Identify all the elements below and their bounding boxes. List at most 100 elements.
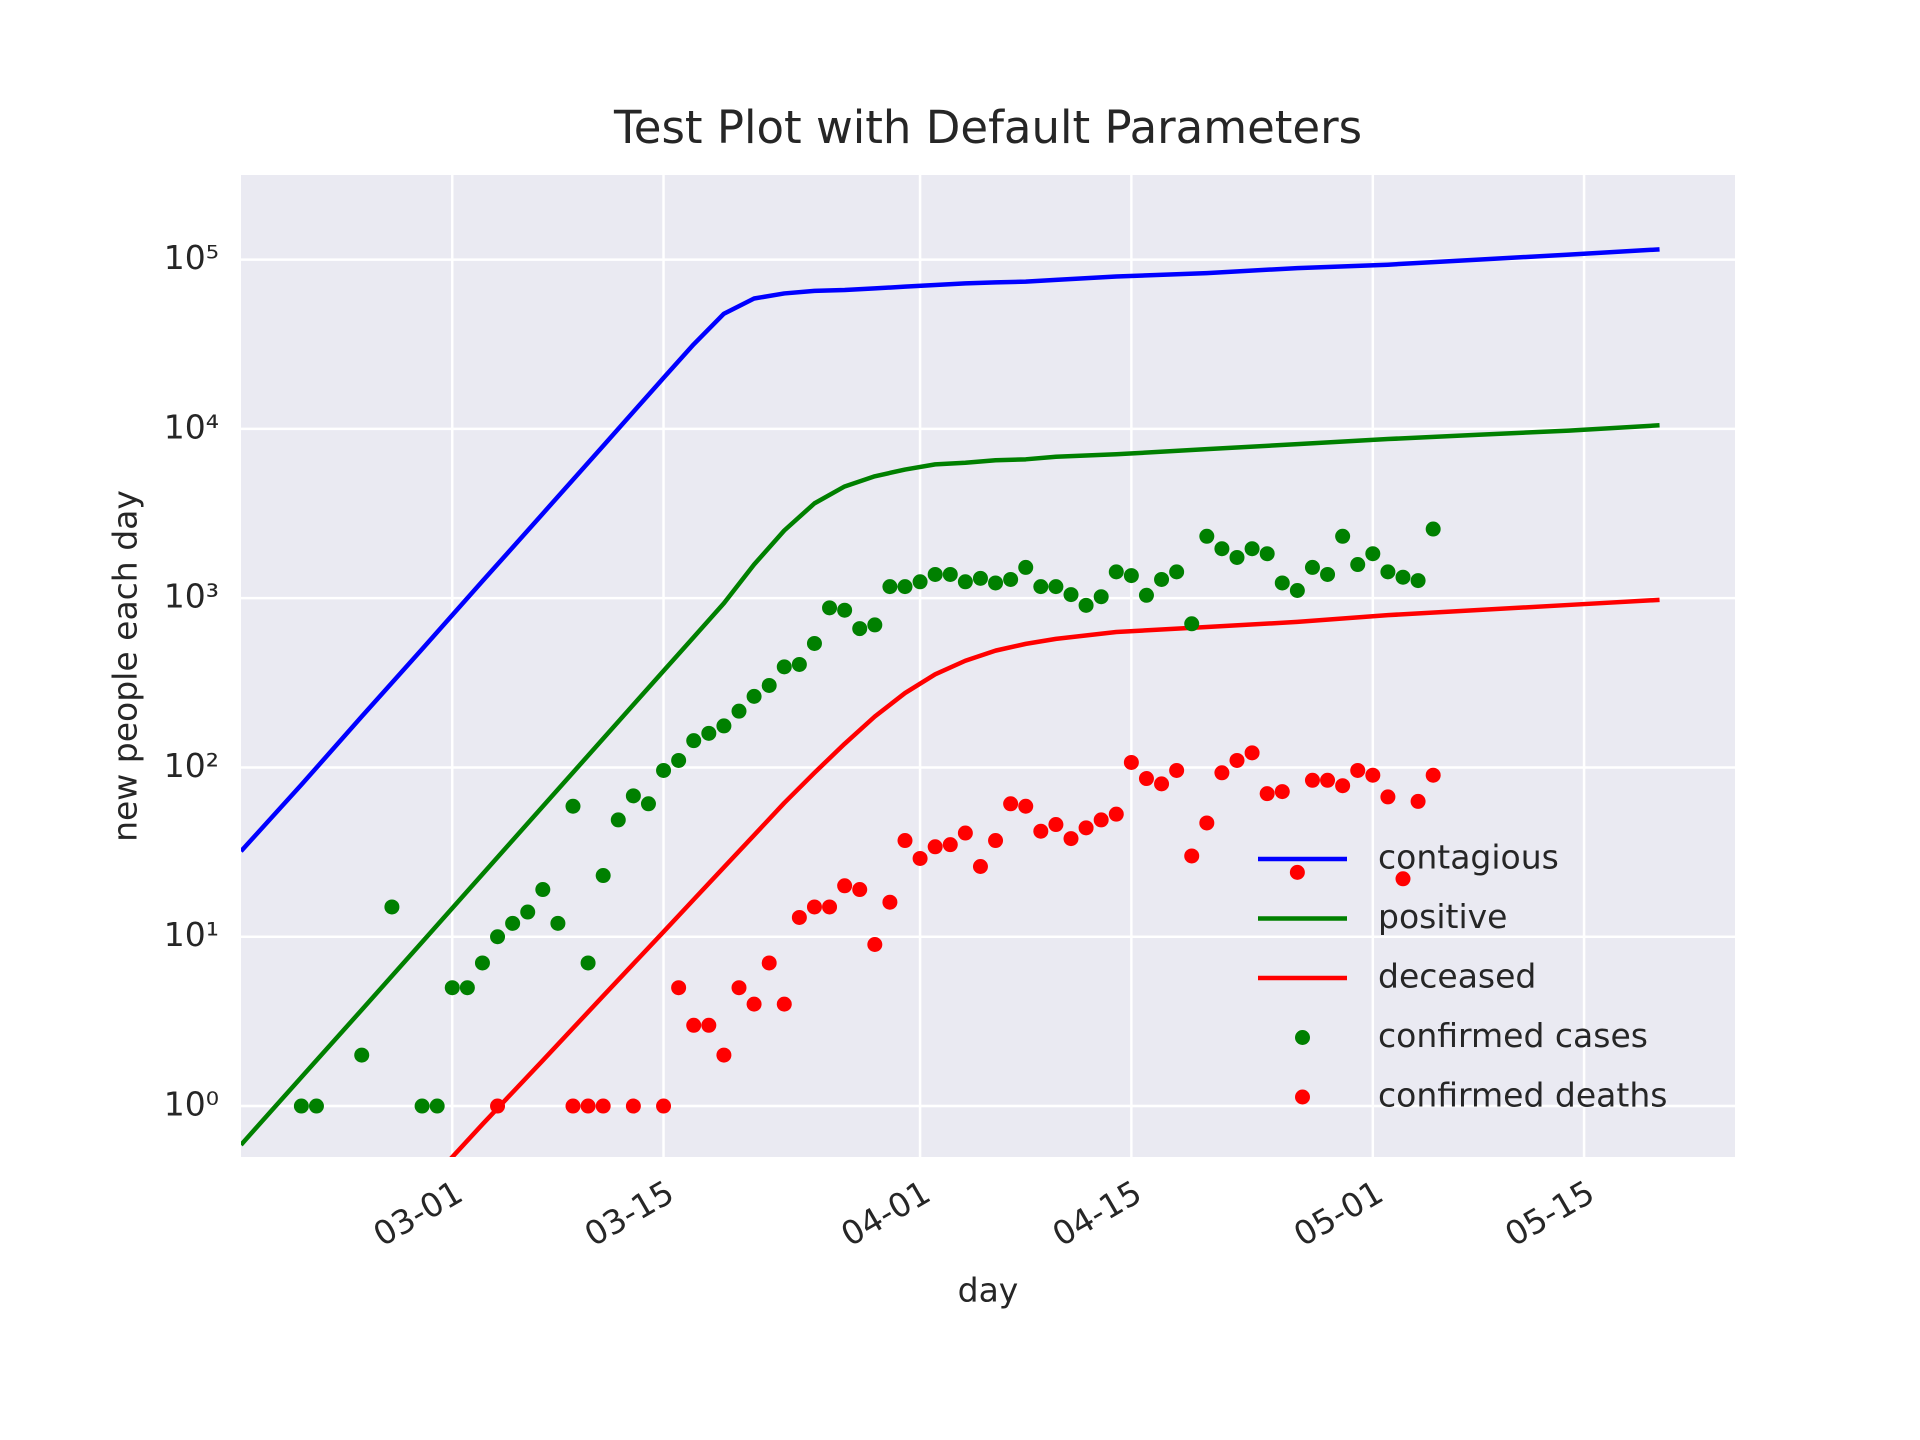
point: [671, 980, 687, 996]
point: [1214, 765, 1230, 781]
point: [716, 1047, 732, 1063]
point: [776, 996, 792, 1012]
point: [927, 566, 943, 582]
point: [776, 659, 792, 675]
point: [1018, 798, 1034, 814]
point: [1003, 571, 1019, 587]
x-tick-label: 05-15: [1498, 1172, 1601, 1254]
y-tick-label: 10⁴: [164, 407, 219, 446]
point: [837, 602, 853, 618]
point: [293, 1098, 309, 1114]
legend-marker: [1295, 1089, 1310, 1105]
legend-label: confirmed cases: [1378, 1016, 1648, 1055]
point: [1093, 812, 1109, 828]
point: [1365, 767, 1381, 783]
point: [1350, 557, 1366, 573]
point: [972, 858, 988, 874]
point: [656, 762, 672, 778]
point: [1289, 582, 1305, 598]
point: [701, 1017, 717, 1033]
x-tick-label: 04-15: [1046, 1172, 1149, 1254]
point: [912, 574, 928, 590]
point: [1335, 778, 1351, 794]
point: [580, 1098, 596, 1114]
point: [1259, 786, 1275, 802]
point: [580, 955, 596, 971]
point: [1108, 806, 1124, 822]
point: [1350, 762, 1366, 778]
point: [686, 1017, 702, 1033]
point: [1138, 587, 1154, 603]
point: [701, 725, 717, 741]
point: [867, 617, 883, 633]
point: [731, 703, 747, 719]
point: [640, 796, 656, 812]
point: [656, 1098, 672, 1114]
point: [1063, 831, 1079, 847]
point: [1244, 745, 1260, 761]
point: [1169, 762, 1185, 778]
point: [1289, 864, 1305, 880]
legend: contagious positive deceased confirmed case…: [1258, 838, 1667, 1115]
point: [806, 899, 822, 915]
point: [595, 1098, 611, 1114]
point: [1244, 541, 1260, 557]
legend-label: confirmed deaths: [1378, 1076, 1667, 1115]
point: [897, 833, 913, 849]
point: [686, 733, 702, 749]
point: [1320, 566, 1336, 582]
point: [806, 635, 822, 651]
point: [852, 882, 868, 898]
point: [1425, 521, 1441, 537]
x-axis-label: day: [958, 1271, 1019, 1310]
marks: [241, 247, 1660, 1157]
point: [625, 788, 641, 804]
point: [550, 915, 566, 931]
point: [1274, 575, 1290, 591]
point: [1395, 569, 1411, 585]
plot-area: [241, 175, 1735, 1157]
point: [565, 1098, 581, 1114]
point: [459, 980, 475, 996]
point: [1184, 848, 1200, 864]
point: [731, 980, 747, 996]
point: [1335, 528, 1351, 544]
x-tick-label: 04-01: [834, 1172, 937, 1254]
x-tick-label: 03-01: [366, 1172, 469, 1254]
point: [535, 882, 551, 898]
point: [625, 1098, 641, 1114]
point: [1018, 559, 1034, 575]
point: [1048, 579, 1064, 595]
point: [1123, 754, 1139, 770]
legend-marker: [1295, 1030, 1310, 1045]
point: [384, 899, 400, 915]
point: [444, 980, 460, 996]
point: [429, 1098, 445, 1114]
y-tick-label: 10⁵: [164, 238, 219, 277]
point: [1154, 776, 1170, 792]
point: [490, 929, 506, 945]
point: [1199, 528, 1215, 544]
point: [1033, 579, 1049, 595]
legend-label: positive: [1378, 897, 1507, 936]
point: [791, 656, 807, 672]
point: [957, 574, 973, 590]
chart-title: Test Plot with Default Parameters: [613, 101, 1362, 154]
point: [1093, 589, 1109, 605]
point: [1380, 564, 1396, 580]
point: [1138, 771, 1154, 787]
legend-label: contagious: [1378, 838, 1559, 877]
point: [716, 718, 732, 734]
point: [308, 1098, 324, 1114]
point: [1274, 784, 1290, 800]
point: [1214, 541, 1230, 557]
point: [882, 894, 898, 910]
point: [1410, 573, 1426, 589]
point: [852, 621, 868, 637]
y-tick-label: 10²: [164, 746, 219, 785]
point: [505, 915, 521, 931]
point: [837, 878, 853, 894]
y-axis-label: new people each day: [106, 490, 145, 842]
point: [1003, 796, 1019, 812]
grid: [241, 175, 1735, 1157]
